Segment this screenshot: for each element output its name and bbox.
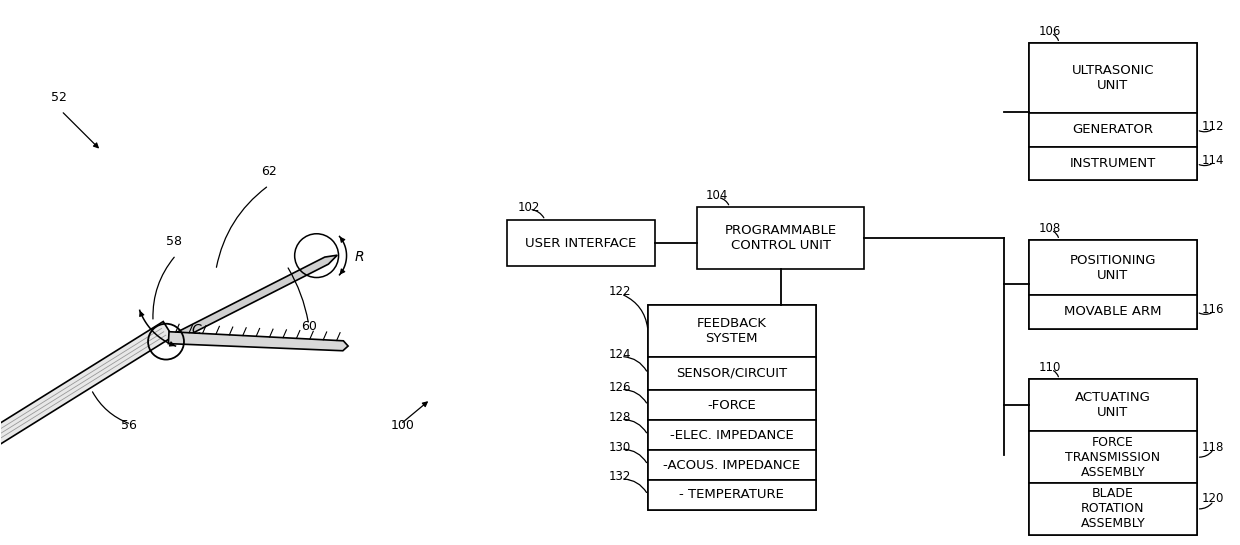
Text: GENERATOR: GENERATOR bbox=[1073, 123, 1153, 136]
Text: 118: 118 bbox=[1202, 440, 1224, 453]
Text: 124: 124 bbox=[609, 348, 631, 361]
Text: BLADE
ROTATION
ASSEMBLY: BLADE ROTATION ASSEMBLY bbox=[1080, 487, 1146, 530]
Text: 52: 52 bbox=[51, 91, 67, 104]
Text: 62: 62 bbox=[260, 166, 277, 179]
Text: 60: 60 bbox=[301, 320, 316, 332]
Text: USER INTERFACE: USER INTERFACE bbox=[526, 237, 636, 250]
Text: 130: 130 bbox=[609, 440, 631, 453]
Polygon shape bbox=[169, 255, 337, 343]
FancyBboxPatch shape bbox=[1029, 240, 1197, 329]
Text: 106: 106 bbox=[1039, 25, 1061, 38]
Text: -ELEC. IMPEDANCE: -ELEC. IMPEDANCE bbox=[670, 429, 794, 441]
Text: PROGRAMMABLE
CONTROL UNIT: PROGRAMMABLE CONTROL UNIT bbox=[724, 224, 837, 252]
Text: INSTRUMENT: INSTRUMENT bbox=[1070, 157, 1156, 170]
Polygon shape bbox=[0, 322, 172, 474]
Text: -FORCE: -FORCE bbox=[707, 399, 756, 412]
Text: 104: 104 bbox=[706, 189, 728, 202]
FancyBboxPatch shape bbox=[1029, 431, 1197, 483]
Text: MOVABLE ARM: MOVABLE ARM bbox=[1064, 305, 1162, 318]
Text: 100: 100 bbox=[391, 419, 414, 432]
Text: -ACOUS. IMPEDANCE: -ACOUS. IMPEDANCE bbox=[663, 458, 800, 471]
FancyBboxPatch shape bbox=[649, 305, 816, 356]
FancyBboxPatch shape bbox=[1029, 43, 1197, 180]
FancyBboxPatch shape bbox=[1029, 113, 1197, 147]
Text: 114: 114 bbox=[1202, 154, 1224, 167]
Text: 58: 58 bbox=[166, 235, 182, 248]
FancyBboxPatch shape bbox=[649, 480, 816, 510]
Text: FEEDBACK
SYSTEM: FEEDBACK SYSTEM bbox=[697, 317, 766, 344]
Text: POSITIONING
UNIT: POSITIONING UNIT bbox=[1070, 253, 1156, 282]
Text: - TEMPERATURE: - TEMPERATURE bbox=[680, 488, 784, 501]
FancyBboxPatch shape bbox=[507, 220, 655, 266]
Polygon shape bbox=[169, 332, 348, 351]
Text: 56: 56 bbox=[122, 419, 136, 432]
Text: R: R bbox=[355, 250, 365, 264]
FancyBboxPatch shape bbox=[649, 356, 816, 390]
FancyBboxPatch shape bbox=[1029, 379, 1197, 535]
FancyBboxPatch shape bbox=[1029, 483, 1197, 535]
FancyBboxPatch shape bbox=[1029, 240, 1197, 295]
FancyBboxPatch shape bbox=[649, 450, 816, 480]
Text: 126: 126 bbox=[609, 381, 631, 394]
Text: ACTUATING
UNIT: ACTUATING UNIT bbox=[1075, 391, 1151, 419]
FancyBboxPatch shape bbox=[1029, 43, 1197, 113]
Text: 110: 110 bbox=[1039, 361, 1061, 374]
Text: C: C bbox=[191, 323, 201, 337]
Text: 112: 112 bbox=[1202, 120, 1224, 133]
Text: SENSOR/CIRCUIT: SENSOR/CIRCUIT bbox=[676, 367, 787, 380]
Text: 108: 108 bbox=[1039, 222, 1061, 235]
FancyBboxPatch shape bbox=[1029, 147, 1197, 180]
Text: 102: 102 bbox=[517, 201, 539, 214]
FancyBboxPatch shape bbox=[1029, 379, 1197, 431]
Text: 128: 128 bbox=[609, 411, 631, 424]
Text: 116: 116 bbox=[1202, 304, 1224, 316]
Text: 120: 120 bbox=[1202, 492, 1224, 505]
Text: ULTRASONIC
UNIT: ULTRASONIC UNIT bbox=[1071, 64, 1154, 92]
Text: FORCE
TRANSMISSION
ASSEMBLY: FORCE TRANSMISSION ASSEMBLY bbox=[1065, 435, 1161, 479]
FancyBboxPatch shape bbox=[649, 390, 816, 420]
Text: 122: 122 bbox=[609, 286, 631, 299]
FancyBboxPatch shape bbox=[649, 420, 816, 450]
FancyBboxPatch shape bbox=[649, 305, 816, 510]
Text: 132: 132 bbox=[609, 470, 631, 483]
FancyBboxPatch shape bbox=[1029, 295, 1197, 329]
FancyBboxPatch shape bbox=[697, 207, 864, 269]
